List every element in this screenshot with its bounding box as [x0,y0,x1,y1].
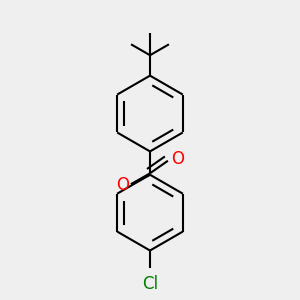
Text: O: O [116,176,129,194]
Text: O: O [171,150,184,168]
Text: Cl: Cl [142,275,158,293]
